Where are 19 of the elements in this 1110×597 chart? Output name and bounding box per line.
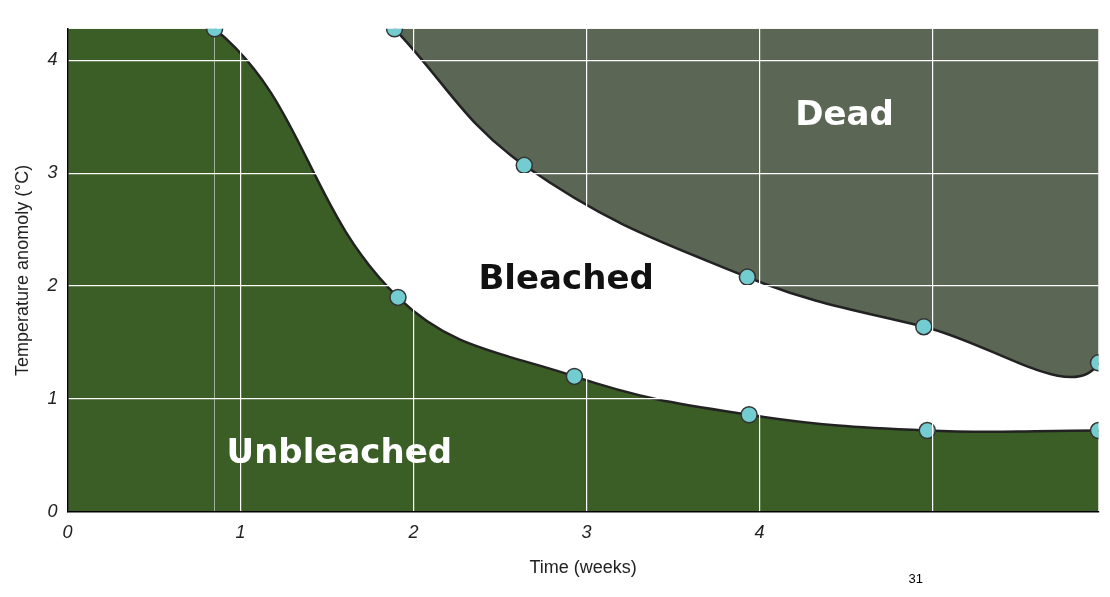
- x-tick-label: 4: [754, 521, 765, 542]
- x-tick-label: 3: [581, 521, 592, 542]
- point: [389, 288, 407, 307]
- y-tick-label: 0: [47, 500, 58, 521]
- point: [565, 367, 584, 386]
- y-axis-title: Temperature anomoly (°C): [11, 164, 32, 376]
- y-tick-label: 1: [47, 387, 58, 408]
- point: [918, 421, 937, 440]
- y-tick-label: 4: [47, 49, 58, 70]
- annotation: Bleached: [478, 256, 654, 297]
- text: 31: [908, 570, 923, 586]
- x-tick-label: 1: [235, 521, 246, 542]
- x-axis-title: Time (weeks): [529, 557, 637, 578]
- y-tick-label: 2: [46, 275, 58, 296]
- annotation: Dead: [795, 92, 894, 133]
- point: [740, 406, 758, 424]
- x-tick-label: 2: [407, 521, 419, 542]
- x-tick-label: 0: [62, 521, 73, 542]
- y-tick-label: 3: [47, 162, 58, 183]
